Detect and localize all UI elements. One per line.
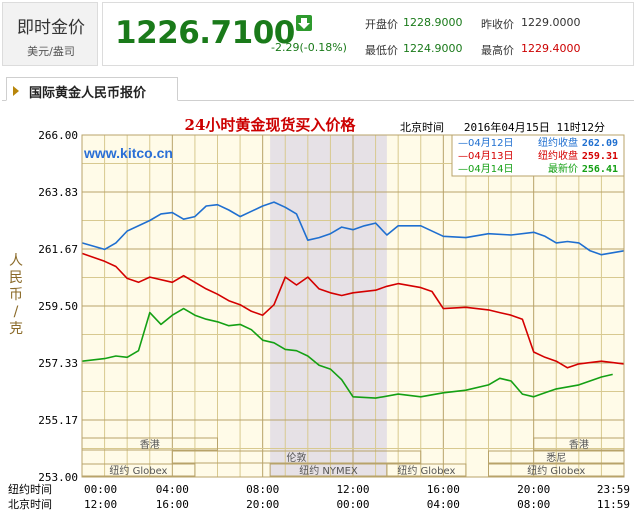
open-label: 开盘价 xyxy=(365,18,398,31)
legend-value: 262.09 xyxy=(582,138,618,149)
quote-label: 即时金价 xyxy=(17,18,85,38)
y-tick-label: 263.83 xyxy=(38,186,78,199)
x-tick-label: 04:00 xyxy=(427,498,460,511)
x-tick-label: 08:00 xyxy=(246,483,279,496)
down-arrow-icon xyxy=(296,15,312,31)
x-tick-label: 20:00 xyxy=(246,498,279,511)
legend-date: —04月13日 xyxy=(458,150,513,162)
series-lines xyxy=(81,201,625,399)
price-change: -2.29(-0.18%) xyxy=(271,41,347,54)
y-tick-label: 259.50 xyxy=(38,300,78,313)
legend: —04月12日 纽约收盘 262.09—04月13日 纽约收盘 259.31—04月14… xyxy=(451,134,625,177)
session-label: 香港 xyxy=(569,439,589,451)
quote-unit: 美元/盎司 xyxy=(27,45,75,58)
down-arrow-glyph xyxy=(298,18,310,29)
tab-divider xyxy=(2,100,634,101)
legend-date: —04月12日 xyxy=(458,137,513,149)
x-tick-label: 16:00 xyxy=(156,498,189,511)
session-label: 纽约 Globex xyxy=(109,464,167,477)
y-tick-label: 261.67 xyxy=(38,243,78,256)
grid xyxy=(82,135,624,477)
y-tick-label: 253.00 xyxy=(38,471,78,484)
watermark: www.kitco.cn xyxy=(83,145,173,161)
y-tick-label: 266.00 xyxy=(38,129,78,142)
session-label: 纽约 Globex xyxy=(527,464,585,477)
x-tick-label: 08:00 xyxy=(517,498,550,511)
current-price: 1226.7100 xyxy=(115,15,295,51)
session-label: 香港 xyxy=(140,439,160,451)
session-label: 悉尼 xyxy=(546,452,566,464)
session-label: 伦敦 xyxy=(287,451,307,464)
tab-intl-gold-cny[interactable]: 国际黄金人民币报价 xyxy=(6,77,178,101)
price-box: 1226.7100 -2.29(-0.18%) 开盘价 1228.9000 昨收… xyxy=(102,2,634,66)
legend-box xyxy=(451,134,625,177)
x-tick-label: 16:00 xyxy=(427,483,460,496)
prev-close-value: 1229.0000 xyxy=(521,16,581,29)
x-row-label: 北京时间 xyxy=(8,497,52,511)
high-value: 1229.4000 xyxy=(521,42,581,55)
tab-title: 国际黄金人民币报价 xyxy=(29,86,147,101)
open-value: 1228.9000 xyxy=(403,16,463,29)
high-label: 最高价 xyxy=(481,44,514,57)
y-label-char: 克 xyxy=(9,321,23,337)
y-tick-label: 257.33 xyxy=(38,357,78,370)
x-tick-label: 11:59 xyxy=(597,498,630,511)
x-tick-label: 00:00 xyxy=(336,498,369,511)
y-tick-labels: 266.00 263.83 261.67 259.50 257.33 255.17 253.… xyxy=(38,129,78,484)
x-tick-label: 04:00 xyxy=(156,483,189,496)
x-tick-labels: 纽约时间 00:00 04:00 08:00 12:00 16:00 20:00 23:59 北… xyxy=(8,482,630,511)
x-tick-label: 00:00 xyxy=(84,483,117,496)
chart-title: 24小时黄金现货买入价格 xyxy=(185,116,357,134)
series-line xyxy=(81,252,625,369)
legend-date: —04月14日 xyxy=(458,163,513,175)
legend-desc: 纽约收盘 xyxy=(538,136,578,149)
series-line xyxy=(81,307,613,399)
quote-label-box: 即时金价 美元/盎司 xyxy=(2,2,98,66)
chart-subtitle: 北京时间 2016年04月15日 11时12分 xyxy=(400,120,605,134)
y-axis-label: 人民币/克 xyxy=(9,253,23,337)
y-label-char: 币 xyxy=(9,287,23,303)
x-row-label: 纽约时间 xyxy=(8,482,52,496)
series-line xyxy=(81,201,625,256)
x-tick-label: 23:59 xyxy=(597,483,630,496)
session-box xyxy=(386,463,467,477)
legend-value: 256.41 xyxy=(582,164,618,175)
y-label-char: 民 xyxy=(9,270,23,286)
low-value: 1224.9000 xyxy=(403,42,463,55)
legend-desc: 纽约收盘 xyxy=(538,149,578,162)
low-label: 最低价 xyxy=(365,44,398,57)
prev-close-label: 昨收价 xyxy=(481,18,514,31)
legend-desc: 最新价 xyxy=(548,162,578,175)
session-label: 纽约 NYMEX xyxy=(299,464,358,477)
y-label-char: 人 xyxy=(9,253,23,269)
x-tick-label: 12:00 xyxy=(336,483,369,496)
plot-border xyxy=(81,134,625,478)
x-tick-label: 12:00 xyxy=(84,498,117,511)
tab-arrow-icon xyxy=(13,86,19,96)
session-box xyxy=(171,450,422,464)
legend-value: 259.31 xyxy=(582,151,618,162)
y-label-char: / xyxy=(14,304,19,320)
y-tick-label: 255.17 xyxy=(38,414,78,427)
session-label: 纽约 Globex xyxy=(397,464,455,477)
x-tick-label: 20:00 xyxy=(517,483,550,496)
